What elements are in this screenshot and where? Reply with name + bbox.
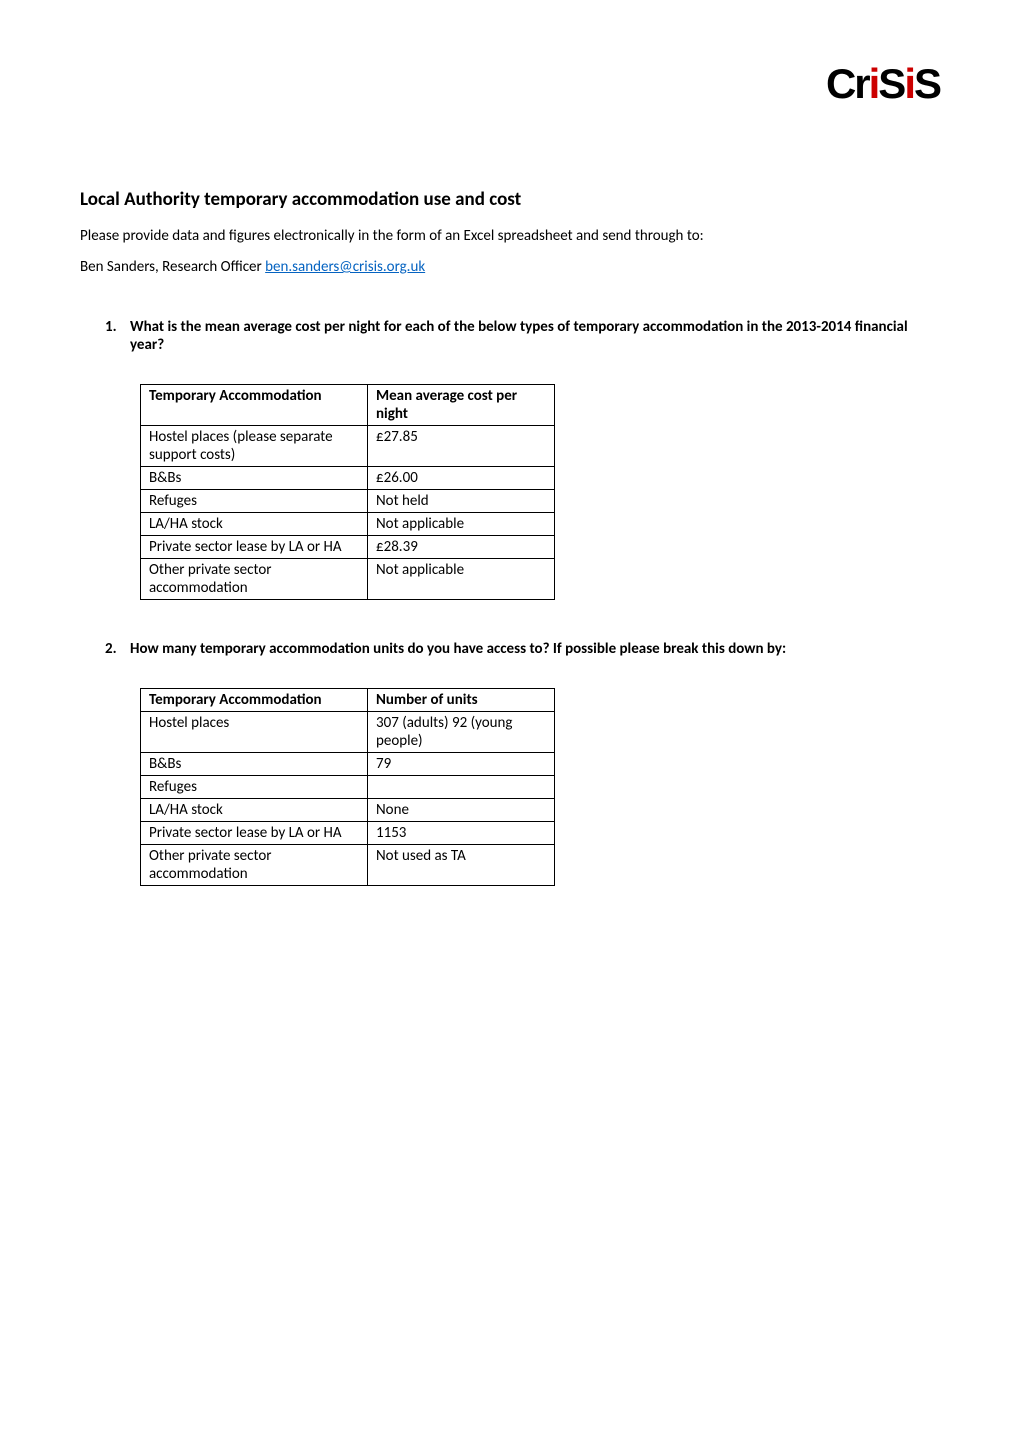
table-row: Temporary Accommodation Number of units xyxy=(141,689,555,712)
table-cell: 79 xyxy=(368,753,555,776)
question-2: How many temporary accommodation units d… xyxy=(120,640,940,658)
logo-part-5: S xyxy=(914,60,940,107)
table-row: B&Bs £26.00 xyxy=(141,467,555,490)
table-cell: Hostel places xyxy=(141,712,368,753)
table-cell: Not applicable xyxy=(368,559,555,600)
table-2: Temporary Accommodation Number of units … xyxy=(140,688,555,886)
table-cell: £26.00 xyxy=(368,467,555,490)
contact-line: Ben Sanders, Research Officer ben.sander… xyxy=(80,257,940,278)
table-cell: Not held xyxy=(368,490,555,513)
table-cell: £28.39 xyxy=(368,536,555,559)
table-row: Private sector lease by LA or HA £28.39 xyxy=(141,536,555,559)
table-cell: Refuges xyxy=(141,490,368,513)
table-header: Mean average cost per night xyxy=(368,385,555,426)
table-row: B&Bs 79 xyxy=(141,753,555,776)
table-cell: 1153 xyxy=(368,822,555,845)
table-cell: £27.85 xyxy=(368,426,555,467)
table-cell: LA/HA stock xyxy=(141,513,368,536)
question-1: What is the mean average cost per night … xyxy=(120,318,940,354)
table-row: Hostel places 307 (adults) 92 (young peo… xyxy=(141,712,555,753)
table-cell: Not used as TA xyxy=(368,845,555,886)
table-row: LA/HA stock Not applicable xyxy=(141,513,555,536)
intro-paragraph: Please provide data and figures electron… xyxy=(80,226,940,247)
contact-email-link[interactable]: ben.sanders@crisis.org.uk xyxy=(265,258,425,276)
table-header: Temporary Accommodation xyxy=(141,385,368,426)
table-row: Refuges xyxy=(141,776,555,799)
page-title: Local Authority temporary accommodation … xyxy=(80,188,940,211)
table-row: Refuges Not held xyxy=(141,490,555,513)
table-row: LA/HA stock None xyxy=(141,799,555,822)
table-1: Temporary Accommodation Mean average cos… xyxy=(140,384,555,600)
questions-list-2: How many temporary accommodation units d… xyxy=(100,640,940,658)
table-cell xyxy=(368,776,555,799)
table-header: Number of units xyxy=(368,689,555,712)
table-cell: LA/HA stock xyxy=(141,799,368,822)
table-cell: Hostel places (please separate support c… xyxy=(141,426,368,467)
table-row: Other private sector accommodation Not u… xyxy=(141,845,555,886)
logo-container: CriSiS xyxy=(80,60,940,108)
table-cell: Other private sector accommodation xyxy=(141,559,368,600)
contact-name: Ben Sanders, Research Officer xyxy=(80,258,262,276)
questions-list: What is the mean average cost per night … xyxy=(100,318,940,354)
table-row: Private sector lease by LA or HA 1153 xyxy=(141,822,555,845)
logo-text: CriSiS xyxy=(826,60,940,107)
table-cell: Other private sector accommodation xyxy=(141,845,368,886)
logo-part-4: i xyxy=(904,60,914,107)
table-cell: Private sector lease by LA or HA xyxy=(141,536,368,559)
table-cell: Private sector lease by LA or HA xyxy=(141,822,368,845)
logo-part-1: Cr xyxy=(826,60,869,107)
table-row: Temporary Accommodation Mean average cos… xyxy=(141,385,555,426)
table-cell: 307 (adults) 92 (young people) xyxy=(368,712,555,753)
logo-part-3: S xyxy=(878,60,904,107)
table-cell: Not applicable xyxy=(368,513,555,536)
table-row: Other private sector accommodation Not a… xyxy=(141,559,555,600)
table-cell: B&Bs xyxy=(141,467,368,490)
table-header: Temporary Accommodation xyxy=(141,689,368,712)
logo-part-2: i xyxy=(869,60,879,107)
table-row: Hostel places (please separate support c… xyxy=(141,426,555,467)
table-cell: None xyxy=(368,799,555,822)
table-cell: B&Bs xyxy=(141,753,368,776)
table-cell: Refuges xyxy=(141,776,368,799)
